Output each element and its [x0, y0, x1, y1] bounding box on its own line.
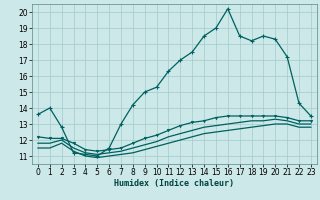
X-axis label: Humidex (Indice chaleur): Humidex (Indice chaleur)	[115, 179, 234, 188]
